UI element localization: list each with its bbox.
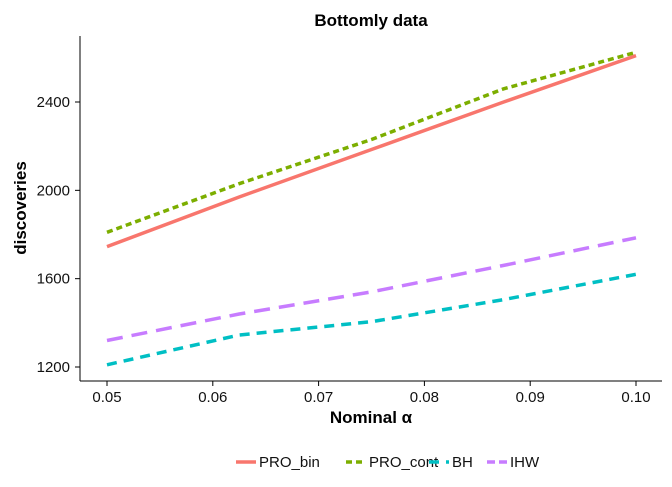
y-axis-ticks: 1200 1600 2000 2400 <box>37 94 80 376</box>
x-axis-title: Nominal α <box>330 408 413 427</box>
plot-area <box>106 50 637 367</box>
x-tick-label: 0.09 <box>516 389 545 406</box>
legend: PRO_bin PRO_cont BH IHW <box>236 454 540 471</box>
x-axis-ticks: 0.05 0.06 0.07 0.08 0.09 0.10 <box>92 381 651 406</box>
legend-label: IHW <box>510 454 540 471</box>
series-line-pro-cont <box>106 50 637 234</box>
x-tick-label: 0.07 <box>304 389 333 406</box>
x-tick-label: 0.08 <box>410 389 439 406</box>
chart-title: Bottomly data <box>314 11 428 30</box>
y-tick-label: 2400 <box>37 94 70 111</box>
y-tick-label: 1200 <box>37 359 70 376</box>
x-tick-label: 0.06 <box>198 389 227 406</box>
y-axis-title: discoveries <box>11 161 30 255</box>
legend-label: PRO_bin <box>259 454 320 471</box>
x-tick-label: 0.10 <box>621 389 650 406</box>
legend-label: PRO_cont <box>369 454 439 471</box>
series-line-pro-bin <box>106 53 637 249</box>
y-tick-label: 2000 <box>37 182 70 199</box>
series-line-ihw <box>106 236 637 343</box>
x-tick-label: 0.05 <box>92 389 121 406</box>
legend-label: BH <box>452 454 473 471</box>
y-tick-label: 1600 <box>37 271 70 288</box>
series-line-bh <box>106 272 637 367</box>
